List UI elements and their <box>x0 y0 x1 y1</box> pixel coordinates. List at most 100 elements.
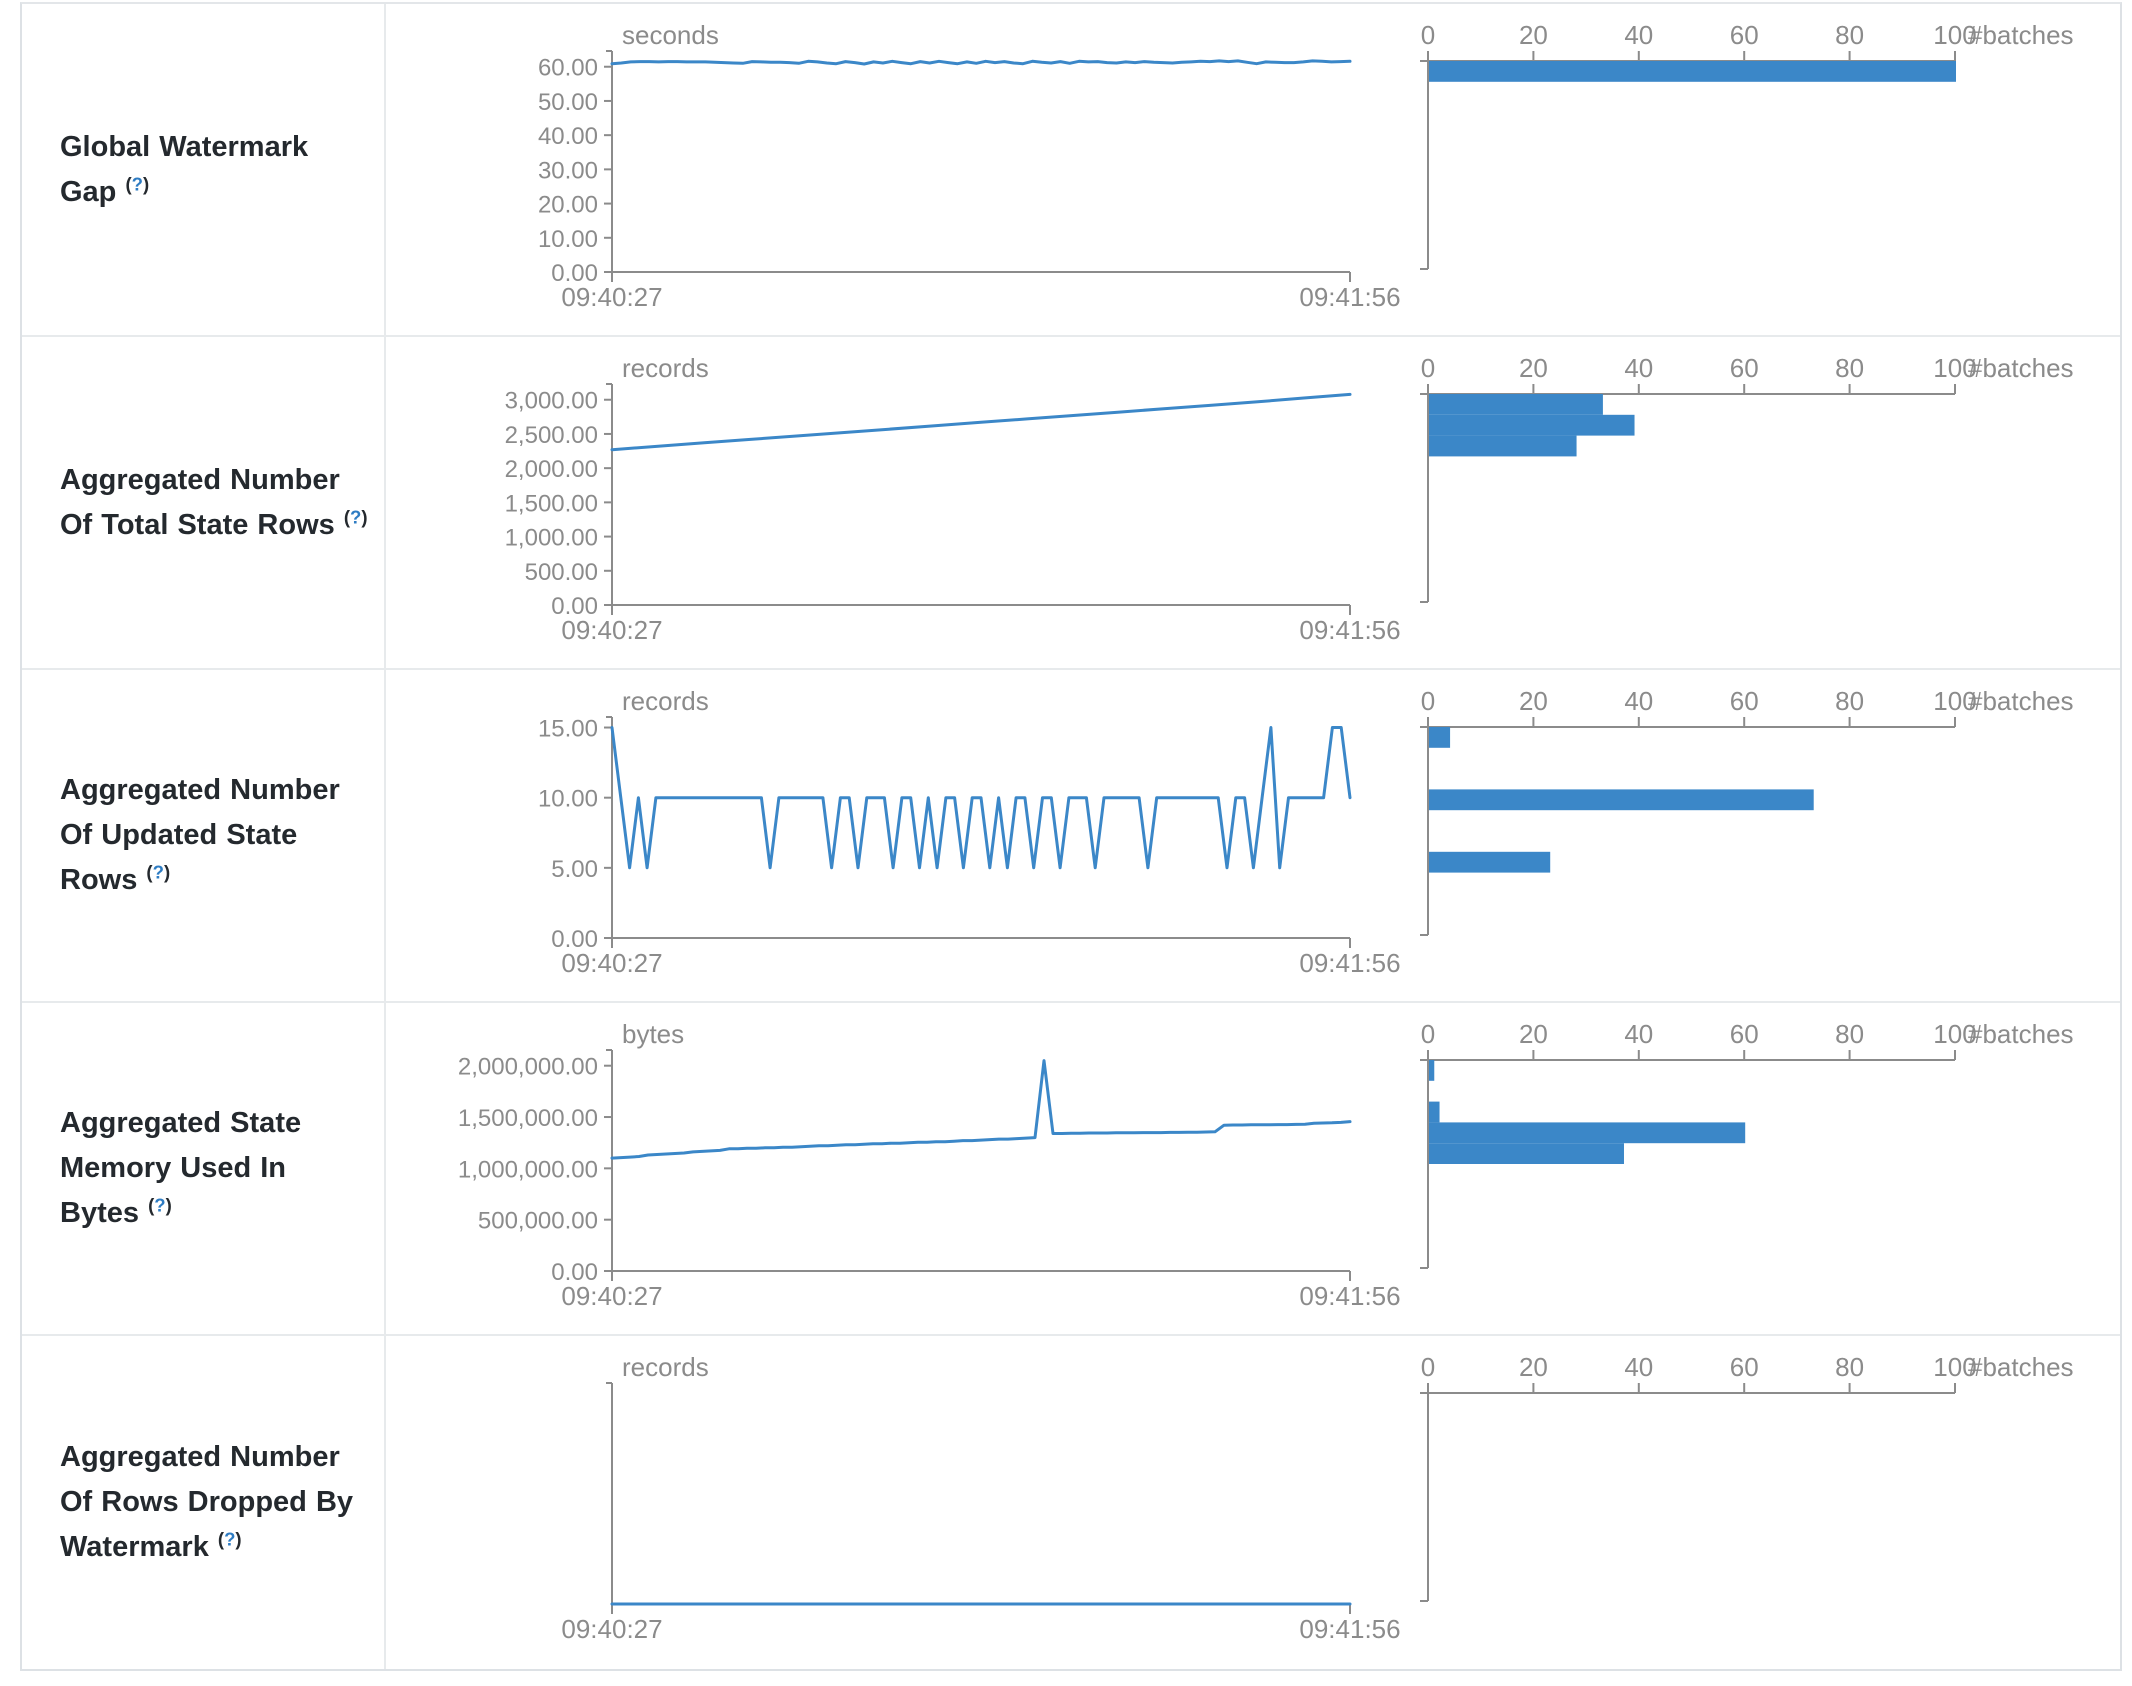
svg-text:1,000.00: 1,000.00 <box>505 525 598 552</box>
svg-text:09:41:56: 09:41:56 <box>1299 282 1400 312</box>
svg-text:500,000.00: 500,000.00 <box>478 1208 598 1235</box>
svg-text:80: 80 <box>1835 353 1864 383</box>
help-paren-open: ( <box>217 1528 225 1550</box>
svg-text:1,500,000.00: 1,500,000.00 <box>458 1105 598 1132</box>
svg-text:40: 40 <box>1624 20 1653 50</box>
metric-label-text: Aggregated State Memory Used In Bytes <box>60 1107 302 1229</box>
svg-text:40.00: 40.00 <box>538 123 598 150</box>
svg-text:#batches: #batches <box>1968 686 2074 716</box>
metric-label-text: Aggregated Number Of Rows Dropped By Wat… <box>60 1441 354 1563</box>
svg-text:10.00: 10.00 <box>538 226 598 253</box>
help-tooltip: (?) <box>344 506 368 527</box>
svg-text:bytes: bytes <box>622 1019 684 1049</box>
help-link[interactable]: ? <box>154 1194 166 1216</box>
svg-text:20: 20 <box>1519 353 1548 383</box>
svg-text:500.00: 500.00 <box>525 559 598 586</box>
state-memory-charts: bytes 2,000,000.00 1,500,000.00 1,000,000.0… <box>458 1019 2074 1311</box>
help-paren-open: ( <box>125 172 132 194</box>
svg-text:40: 40 <box>1624 1019 1653 1049</box>
svg-text:20: 20 <box>1519 686 1548 716</box>
svg-text:0.00: 0.00 <box>551 593 598 620</box>
svg-text:10.00: 10.00 <box>538 786 598 813</box>
metric-label: Global Watermark Gap (?) <box>60 125 370 215</box>
svg-text:records: records <box>622 353 709 383</box>
metric-row-global-watermark-gap: Global Watermark Gap (?) seconds 60.00 50.… <box>22 4 2120 337</box>
svg-text:records: records <box>622 1352 709 1382</box>
svg-text:0: 0 <box>1421 20 1435 50</box>
svg-text:09:41:56: 09:41:56 <box>1299 1281 1400 1311</box>
svg-text:40: 40 <box>1624 686 1653 716</box>
svg-text:1,500.00: 1,500.00 <box>505 490 598 517</box>
metric-label: Aggregated State Memory Used In Bytes (?… <box>60 1101 370 1236</box>
svg-text:60.00: 60.00 <box>538 55 598 82</box>
svg-text:100: 100 <box>1933 353 1976 383</box>
svg-text:80: 80 <box>1835 20 1864 50</box>
rows-dropped-charts: records 09:40:27 09:41:56 0 20 40 60 80 100#batc… <box>561 1352 2074 1644</box>
svg-text:100: 100 <box>1933 1019 1976 1049</box>
help-tooltip: (?) <box>146 861 170 882</box>
svg-text:#batches: #batches <box>1968 353 2074 383</box>
svg-text:60: 60 <box>1730 1352 1759 1382</box>
svg-text:100: 100 <box>1933 1352 1976 1382</box>
svg-text:20: 20 <box>1519 20 1548 50</box>
metric-label-text: Global Watermark Gap <box>60 130 309 208</box>
charts-cell: records 3,000.00 2,500.00 2,000.00 1,500.00 1… <box>386 337 2122 668</box>
metric-label-text: Aggregated Number Of Total State Rows <box>60 463 340 541</box>
metric-row-rows-dropped-by-watermark: Aggregated Number Of Rows Dropped By Wat… <box>22 1336 2120 1669</box>
charts-cell: records 09:40:27 09:41:56 0 20 40 60 80 100 #batc… <box>386 1336 2122 1669</box>
svg-text:2,500.00: 2,500.00 <box>505 422 598 449</box>
svg-text:#batches: #batches <box>1968 20 2074 50</box>
metric-row-total-state-rows: Aggregated Number Of Total State Rows (?… <box>22 337 2120 670</box>
svg-text:#batches: #batches <box>1968 1352 2074 1382</box>
help-paren-open: ( <box>343 505 351 527</box>
help-paren-open: ( <box>146 861 153 883</box>
svg-text:seconds: seconds <box>622 20 719 50</box>
metric-label: Aggregated Number Of Updated State Rows … <box>60 768 370 903</box>
svg-text:09:41:56: 09:41:56 <box>1299 948 1400 978</box>
svg-text:20.00: 20.00 <box>538 192 598 219</box>
metric-label-text: Aggregated Number Of Updated State Rows <box>60 774 340 896</box>
svg-text:2,000.00: 2,000.00 <box>505 456 598 483</box>
metric-label-cell: Global Watermark Gap (?) <box>22 4 386 335</box>
charts-cell: bytes 2,000,000.00 1,500,000.00 1,000,000.0… <box>386 1003 2122 1334</box>
help-link[interactable]: ? <box>152 861 164 883</box>
metric-label: Aggregated Number Of Rows Dropped By Wat… <box>60 1435 370 1570</box>
svg-text:0: 0 <box>1421 1352 1435 1382</box>
svg-text:80: 80 <box>1835 1019 1864 1049</box>
svg-text:3,000.00: 3,000.00 <box>505 388 598 415</box>
svg-text:09:41:56: 09:41:56 <box>1299 1614 1400 1644</box>
help-paren-close: ) <box>361 505 368 527</box>
help-tooltip: (?) <box>218 1528 242 1549</box>
charts-cell: seconds 60.00 50.00 40.00 30.00 20.00 10.00 0.0… <box>386 4 2122 335</box>
svg-text:100: 100 <box>1933 686 1976 716</box>
svg-text:09:41:56: 09:41:56 <box>1299 615 1400 645</box>
svg-text:50.00: 50.00 <box>538 89 598 116</box>
svg-text:0.00: 0.00 <box>551 260 598 287</box>
help-link[interactable]: ? <box>224 1528 236 1550</box>
svg-text:records: records <box>622 686 709 716</box>
help-link[interactable]: ? <box>131 172 143 194</box>
svg-text:0: 0 <box>1421 686 1435 716</box>
total-state-rows-charts: records 3,000.00 2,500.00 2,000.00 1,500.00 1… <box>505 353 2074 645</box>
svg-text:0.00: 0.00 <box>551 926 598 953</box>
svg-text:60: 60 <box>1730 20 1759 50</box>
svg-text:09:40:27: 09:40:27 <box>561 1281 662 1311</box>
svg-text:40: 40 <box>1624 1352 1653 1382</box>
svg-text:09:40:27: 09:40:27 <box>561 615 662 645</box>
metric-label-cell: Aggregated Number Of Total State Rows (?… <box>22 337 386 668</box>
charts-cell: records 15.00 10.00 5.00 0.00 09:40:27 09:41:5… <box>386 670 2122 1001</box>
metric-label-cell: Aggregated State Memory Used In Bytes (?… <box>22 1003 386 1334</box>
svg-text:80: 80 <box>1835 686 1864 716</box>
help-paren-open: ( <box>148 1194 155 1216</box>
help-paren-close: ) <box>163 861 171 883</box>
metric-row-updated-state-rows: Aggregated Number Of Updated State Rows … <box>22 670 2120 1003</box>
help-link[interactable]: ? <box>350 505 362 527</box>
watermark-gap-charts: seconds 60.00 50.00 40.00 30.00 20.00 10.00 0.0… <box>538 20 2074 312</box>
svg-text:60: 60 <box>1730 1019 1759 1049</box>
help-paren-close: ) <box>235 1528 242 1550</box>
streaming-statistics-table: Global Watermark Gap (?) seconds 60.00 50.… <box>20 2 2122 1671</box>
svg-text:#batches: #batches <box>1968 1019 2074 1049</box>
svg-text:30.00: 30.00 <box>538 157 598 184</box>
help-tooltip: (?) <box>125 173 149 194</box>
